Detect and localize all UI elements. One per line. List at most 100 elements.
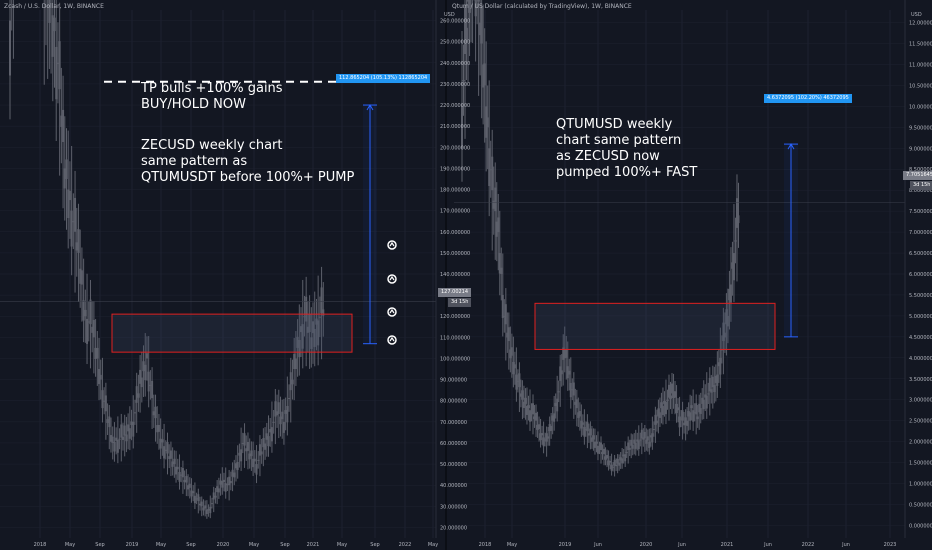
candle-body <box>282 421 285 433</box>
candle-body <box>277 402 280 414</box>
candle-body <box>615 464 618 467</box>
left-price-tag: 127.00214 <box>438 288 472 297</box>
candle-body <box>704 394 707 398</box>
candle-body <box>664 401 667 415</box>
candle-body <box>199 503 202 506</box>
candle-body <box>509 349 512 359</box>
candle-body <box>224 483 227 492</box>
x-tick-label: Sep <box>370 542 379 548</box>
candle-body <box>185 476 188 483</box>
candle-body <box>563 349 566 359</box>
left-y-axis: 20.000000 30.000000 40.000000 50.000000 60.0… <box>435 0 470 538</box>
candle-body <box>281 411 284 420</box>
candle-body <box>606 455 609 459</box>
candle-body <box>264 443 267 450</box>
candle-body <box>598 447 601 449</box>
candle-body <box>318 316 321 318</box>
candle-body <box>711 376 714 388</box>
candle-body <box>234 463 237 469</box>
candle-body <box>70 210 73 247</box>
candle-body <box>565 349 568 358</box>
candle-body <box>734 240 737 242</box>
candle-body <box>560 370 563 375</box>
candle-body <box>257 459 260 461</box>
candle-body <box>571 389 574 391</box>
candle-body <box>702 399 705 410</box>
candle-body <box>501 294 504 318</box>
candle-body <box>583 426 586 437</box>
candle-body <box>716 374 719 386</box>
candle-body <box>111 436 114 443</box>
candle-body <box>729 284 732 303</box>
candle-body <box>108 416 111 428</box>
candle-body <box>173 458 176 465</box>
candle-body <box>707 393 710 395</box>
candle-body <box>99 374 102 380</box>
y-tick-label: 4.5000000 <box>909 335 932 341</box>
candle-body <box>137 393 140 398</box>
candle-body <box>231 469 234 477</box>
candle-body <box>574 401 577 405</box>
candle-body <box>586 421 589 432</box>
candle-body <box>592 435 595 440</box>
candle-body <box>713 385 716 393</box>
candle-body <box>699 408 702 414</box>
candle-body <box>497 217 500 233</box>
candle-body <box>65 159 68 179</box>
candle-body <box>616 458 619 464</box>
overlays <box>0 0 905 550</box>
up-arrow-circle-icon <box>387 240 397 250</box>
candle-body <box>289 372 292 391</box>
x-tick-label: 2022 <box>399 542 412 548</box>
candle-body <box>267 436 270 447</box>
candle-body <box>87 321 90 323</box>
candle-body <box>692 410 695 422</box>
candle-body <box>180 474 183 476</box>
candle-body <box>305 296 308 322</box>
candle-body <box>488 148 491 186</box>
candle-body <box>79 268 82 284</box>
candle-body <box>284 410 287 414</box>
candle-body <box>696 416 699 420</box>
candle-body <box>590 437 593 442</box>
candle-body <box>535 412 538 421</box>
y-tick-label: 170.000000 <box>440 209 470 215</box>
candle-body <box>166 441 169 454</box>
x-tick-label: 2019 <box>126 542 139 548</box>
up-arrow-circle-icon <box>387 335 397 345</box>
candle-body <box>613 459 616 466</box>
candle-body <box>498 253 501 274</box>
candle-body <box>192 491 195 494</box>
candle-body <box>510 347 513 356</box>
candle-body <box>279 416 282 425</box>
y-tick-label: 250.000000 <box>440 40 470 46</box>
candle-body <box>622 454 625 457</box>
candle-body <box>298 340 301 358</box>
candle-body <box>236 461 239 471</box>
candle-body <box>313 328 316 347</box>
candle-body <box>646 436 649 441</box>
candle-body <box>212 492 215 500</box>
candle-body <box>291 379 294 385</box>
candle-body <box>60 115 63 127</box>
candle-body <box>142 361 145 372</box>
up-arrow-icon <box>389 308 395 314</box>
candle-body <box>226 484 229 486</box>
candle-body <box>639 439 642 441</box>
candle-body <box>675 403 678 414</box>
candle-body <box>205 509 208 515</box>
x-tick-label: May <box>337 542 347 548</box>
candle-body <box>145 353 148 359</box>
candle-body <box>654 414 657 425</box>
candle-body <box>301 324 304 349</box>
candle-body <box>545 433 548 442</box>
candle-body <box>737 215 740 224</box>
candle-body <box>270 427 273 442</box>
candle-body <box>538 424 541 430</box>
y-tick-label: 260.000000 <box>440 19 470 25</box>
candle-body <box>483 63 486 86</box>
